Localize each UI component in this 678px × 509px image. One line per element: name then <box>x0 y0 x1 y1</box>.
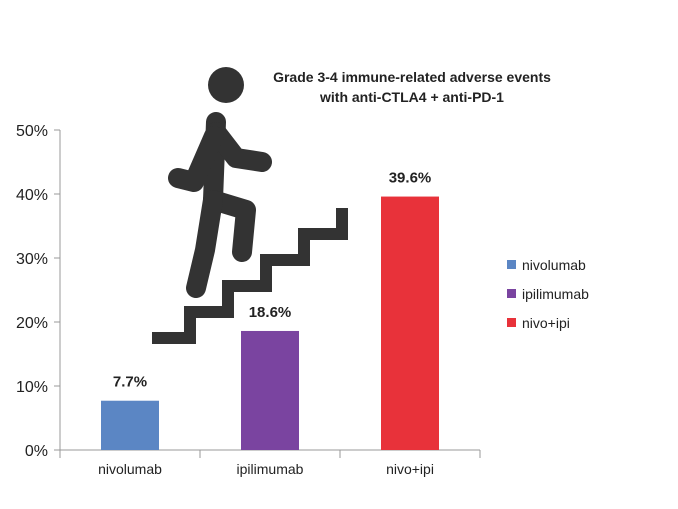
bar-nivolumab <box>101 400 159 450</box>
x-axis-separators <box>59 450 481 458</box>
data-label: 39.6% <box>389 170 432 187</box>
bar-nivo-ipi <box>381 196 439 450</box>
category-label: nivo+ipi <box>386 461 434 477</box>
y-tick-label: 30% <box>16 251 48 268</box>
legend-entry: nivolumab <box>522 257 586 273</box>
y-tick-label: 10% <box>16 379 48 396</box>
bars <box>101 196 439 450</box>
stairs-icon <box>152 208 348 344</box>
data-labels: 7.7% 18.6% 39.6% <box>113 170 431 391</box>
legend-swatch <box>507 289 516 298</box>
person-climbing-stairs-icon <box>152 67 348 344</box>
person-body-icon <box>168 112 272 298</box>
legend-entry: ipilimumab <box>522 286 589 302</box>
legend: nivolumab ipilimumab nivo+ipi <box>507 257 589 331</box>
y-tick-label: 20% <box>16 315 48 332</box>
data-label: 18.6% <box>249 304 292 321</box>
y-tick-label: 0% <box>25 443 48 460</box>
bar-ipilimumab <box>241 330 299 450</box>
chart-title-line-2: with anti-CTLA4 + anti-PD-1 <box>319 89 504 105</box>
category-label: nivolumab <box>98 461 162 477</box>
legend-swatch <box>507 318 516 327</box>
y-tick-label: 40% <box>16 187 48 204</box>
person-head-icon <box>208 67 244 103</box>
y-tick-label: 50% <box>16 123 48 140</box>
data-label: 7.7% <box>113 374 147 391</box>
legend-swatch <box>507 260 516 269</box>
y-axis-ticks: 0% 10% 20% 30% 40% 50% <box>16 123 60 460</box>
category-label: ipilimumab <box>237 461 304 477</box>
category-labels: nivolumab ipilimumab nivo+ipi <box>98 461 434 477</box>
chart-title-line-1: Grade 3-4 immune-related adverse events <box>273 69 551 85</box>
legend-entry: nivo+ipi <box>522 315 570 331</box>
